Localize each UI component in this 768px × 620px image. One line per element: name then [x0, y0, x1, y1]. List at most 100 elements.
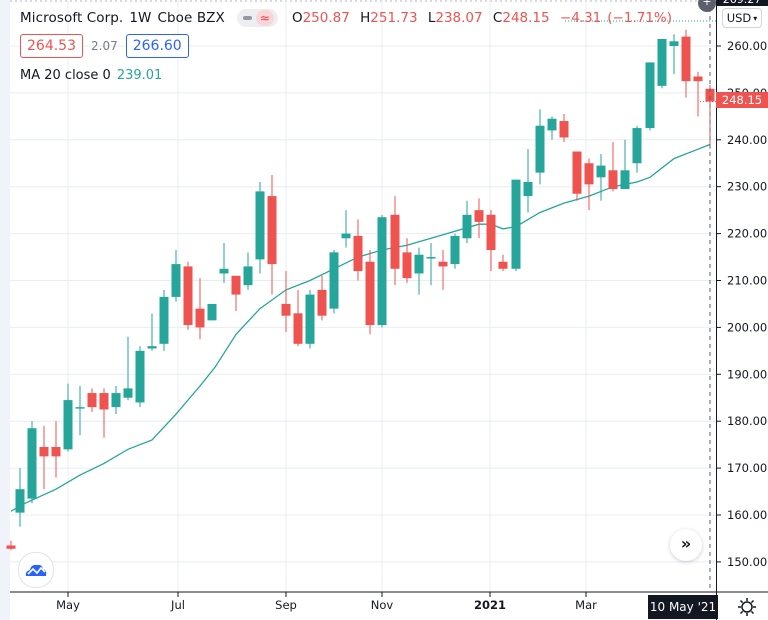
y-tick-label: 200.00	[727, 320, 767, 334]
symbol-name[interactable]: Microsoft Corp.	[20, 10, 124, 26]
candle-up	[377, 217, 387, 326]
candle-down	[231, 275, 241, 295]
y-tick-label: 190.00	[727, 367, 767, 381]
y-tick-label: 210.00	[727, 274, 767, 288]
candle-up	[15, 489, 25, 513]
candle-down	[474, 210, 484, 222]
candle-up	[123, 388, 133, 398]
y-tick-label: 230.00	[727, 180, 767, 194]
candle-down	[572, 151, 582, 194]
add-icon[interactable]: +	[698, 0, 716, 12]
candle-down	[353, 235, 363, 272]
candle-down	[608, 170, 618, 190]
candle-down	[195, 308, 205, 328]
candles	[6, 29, 715, 551]
x-tick-label: May	[56, 598, 80, 612]
y-tick-label: 150.00	[727, 555, 767, 569]
open-value: 250.87	[302, 10, 350, 26]
candle-down	[390, 214, 400, 269]
y-tick-label: 240.00	[727, 133, 767, 147]
candle-up	[657, 38, 667, 86]
last-price-tag: 248.15	[716, 92, 768, 108]
currency-label: USD	[726, 11, 752, 25]
candle-down	[705, 88, 715, 102]
candle-up	[171, 264, 181, 297]
candle-down	[293, 313, 303, 344]
candle-up	[620, 170, 630, 190]
candle-down	[267, 196, 277, 265]
candle-down	[6, 545, 16, 549]
ma-label: MA 20 close 0	[20, 68, 111, 83]
candle-up	[111, 393, 121, 408]
x-tick-label: Mar	[575, 598, 597, 612]
high-value: 251.73	[370, 10, 418, 26]
left-edge	[0, 0, 10, 620]
high-label: H	[360, 10, 371, 26]
top-price-label: 269.27	[716, 0, 768, 6]
candle-up	[207, 303, 217, 321]
candle-up	[547, 118, 557, 131]
close-label: C	[492, 10, 503, 26]
candle-up	[523, 182, 533, 197]
candle-up	[414, 254, 424, 274]
trade-buttons: 264.53 2.07 266.60	[20, 34, 189, 58]
candle-down	[486, 214, 496, 251]
candle-up	[243, 266, 253, 286]
candle-up	[63, 400, 73, 450]
y-tick-label: 260.00	[727, 39, 767, 53]
candle-down	[281, 303, 291, 316]
x-tick-label: Sep	[275, 598, 297, 612]
chevron-down-icon: ▾	[753, 13, 758, 23]
candle-up	[255, 191, 265, 260]
ma-value: 239.01	[116, 68, 163, 83]
candle-down	[693, 76, 703, 82]
interval-label[interactable]: 1W	[129, 10, 152, 26]
candle-down	[681, 36, 691, 82]
candle-up	[426, 257, 436, 259]
currency-dropdown[interactable]: USD ▾	[722, 8, 762, 28]
change-percent: (−1.71%)	[607, 10, 673, 26]
x-tick-label: Jul	[170, 598, 185, 612]
settings-gear-icon[interactable]	[737, 597, 757, 617]
legend-toggle-pill[interactable]: ≈	[236, 9, 278, 27]
candle-up	[632, 128, 642, 164]
spread-value: 2.07	[91, 39, 118, 53]
candle-up	[645, 62, 655, 129]
candle-down	[87, 393, 97, 408]
open-label: O	[291, 10, 303, 26]
candle-up	[450, 235, 460, 265]
candle-up	[27, 428, 37, 499]
candle-up	[669, 41, 679, 46]
exchange-label: Cboe BZX	[157, 10, 225, 26]
y-tick-label: 170.00	[727, 461, 767, 475]
candle-down	[438, 261, 448, 267]
close-value: 248.15	[502, 10, 550, 26]
change-value: −4.31	[559, 10, 602, 26]
x-tick-label: Nov	[371, 598, 394, 612]
buy-button[interactable]: 266.60	[125, 34, 189, 58]
candle-up	[341, 233, 351, 239]
candle-up	[305, 294, 315, 344]
candle-up	[329, 252, 339, 309]
sell-button[interactable]: 264.53	[20, 34, 83, 58]
candle-down	[317, 289, 327, 316]
candle-down	[498, 261, 508, 269]
wave-approx-icon[interactable]: ≈	[255, 10, 274, 26]
ohlc-values: O250.87 H251.73 L238.07 C248.15 −4.31 (−1…	[292, 10, 678, 26]
candle-down	[99, 393, 109, 410]
candle-up	[535, 125, 545, 173]
scroll-to-realtime-button[interactable]: »	[670, 529, 702, 561]
x-tick-label: 2021	[474, 598, 506, 612]
ma-indicator-legend[interactable]: MA 20 close 0 239.01	[20, 68, 162, 83]
candle-down	[402, 252, 412, 279]
low-label: L	[427, 10, 436, 26]
candle-up	[462, 214, 472, 239]
candle-down	[365, 261, 375, 326]
collapse-dash-icon[interactable]	[242, 16, 252, 20]
tradingview-logo-button[interactable]	[18, 552, 54, 588]
candle-up	[596, 165, 606, 178]
candle-up	[219, 268, 229, 274]
candle-down	[51, 446, 61, 457]
candle-up	[147, 346, 157, 349]
